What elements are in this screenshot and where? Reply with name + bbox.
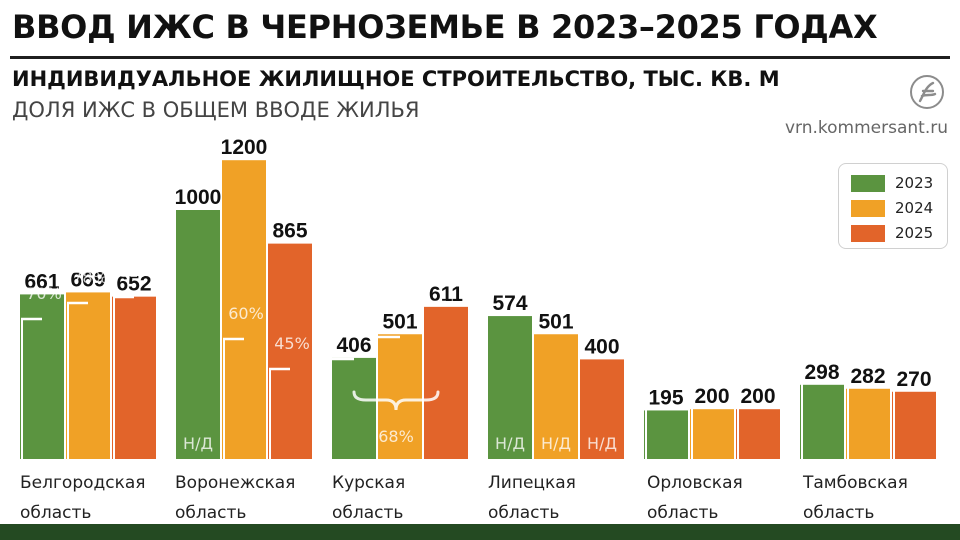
bar-2025 [580, 359, 624, 459]
bar-value-label: 406 [336, 334, 371, 357]
legend-swatch-2024 [851, 200, 885, 217]
bar-2023 [332, 357, 376, 459]
region-label-line1: Курская [332, 473, 406, 493]
bar-2025 [424, 306, 468, 459]
share-label-na: Н/Д [587, 434, 617, 453]
region-label-line2: область [803, 503, 875, 523]
bar-2025 [112, 296, 156, 459]
region-label-line1: Воронежская [175, 473, 296, 493]
bar-value-label: 200 [740, 385, 775, 408]
region-label-lipetsk: Липецкая область [488, 468, 576, 528]
kursk-share-bracket [352, 390, 440, 411]
share-label: 70% [26, 284, 62, 303]
title-rule [10, 56, 950, 59]
region-label-line2: область [332, 503, 404, 523]
region-label-line2: область [175, 503, 247, 523]
region-label-line2: область [20, 503, 92, 523]
share-label: 62% [806, 300, 842, 319]
bottom-bar [0, 524, 960, 540]
chart-legend: 2023 2024 2025 [838, 163, 948, 249]
bar-value-label: 661 [24, 270, 59, 293]
source-link[interactable]: vrn.kommersant.ru [784, 118, 948, 138]
legend-label-2025: 2025 [895, 224, 934, 242]
bar-value-label: 400 [584, 335, 619, 358]
bar-2025 [736, 409, 780, 459]
bar-value-label: 1200 [221, 136, 268, 159]
bar-value-label: 611 [429, 283, 463, 306]
bar-value-label: 669 [70, 268, 105, 291]
region-label-voronezh: Воронежская область [175, 468, 295, 528]
region-label-line1: Тамбовская [803, 473, 908, 493]
region-label-line1: Липецкая [488, 473, 576, 493]
bar-2025 [892, 391, 936, 459]
share-label: 52% [696, 320, 732, 339]
share-label-na: Н/Д [541, 434, 571, 453]
bar-2023 [488, 316, 532, 459]
share-label: 52% [650, 320, 686, 339]
bar-2023 [644, 410, 688, 459]
legend-swatch-2023 [851, 175, 885, 192]
bar-value-label: 501 [382, 310, 417, 333]
bar-value-label: 652 [116, 273, 151, 296]
share-label: 60% [228, 304, 264, 323]
bar-value-label: 195 [648, 386, 683, 409]
share-label: 81% [118, 262, 154, 281]
bar-value-label: 501 [538, 310, 573, 333]
region-label-kursk: Курская область [332, 468, 405, 528]
bar-2025 [268, 243, 312, 459]
share-label-na: Н/Д [495, 434, 525, 453]
bar-value-label: 270 [896, 368, 931, 391]
bar-2023 [176, 210, 220, 459]
page-title: ВВОД ИЖС В ЧЕРНОЗЕМЬЕ В 2023–2025 ГОДАХ [12, 8, 878, 46]
legend-label-2023: 2023 [895, 174, 934, 192]
share-label: 68% [852, 288, 888, 307]
kommersant-logo-icon [910, 75, 944, 109]
bar-2024 [222, 160, 266, 459]
region-label-line2: область [488, 503, 560, 523]
share-label: 63% [898, 298, 934, 317]
bar-value-label: 298 [804, 361, 839, 384]
bar-value-label: 282 [850, 365, 885, 388]
kursk-share-label: 68% [378, 427, 414, 446]
region-label-line1: Белгородская [20, 473, 146, 493]
bar-2023 [20, 294, 64, 459]
chart-subtitle-share: ДОЛЯ ИЖС В ОБЩЕМ ВВОДЕ ЖИЛЬЯ [12, 98, 420, 122]
bar-2024 [378, 334, 422, 459]
bar-2024 [66, 292, 110, 459]
bar-2024 [690, 409, 734, 459]
bar-value-label: 200 [694, 385, 729, 408]
region-label-belgorod: Белгородская область [20, 468, 146, 528]
region-label-line1: Орловская [647, 473, 743, 493]
bar-2024 [534, 334, 578, 459]
bar-value-label: 865 [272, 220, 307, 243]
share-label: 57% [742, 310, 778, 329]
share-label: 45% [274, 334, 310, 353]
share-label: 78% [72, 268, 108, 287]
bar-2024 [846, 388, 890, 459]
bar-value-label: 574 [492, 292, 527, 315]
legend-label-2024: 2024 [895, 199, 934, 217]
bar-value-label: 1000 [175, 186, 222, 209]
region-label-line2: область [647, 503, 719, 523]
region-label-orel: Орловская область [647, 468, 743, 528]
share-label-na: Н/Д [183, 434, 213, 453]
bar-2023 [800, 384, 844, 459]
region-label-tambov: Тамбовская область [803, 468, 908, 528]
legend-swatch-2025 [851, 225, 885, 242]
chart-subtitle: ИНДИВИДУАЛЬНОЕ ЖИЛИЩНОЕ СТРОИТЕЛЬСТВО, Т… [12, 67, 780, 91]
